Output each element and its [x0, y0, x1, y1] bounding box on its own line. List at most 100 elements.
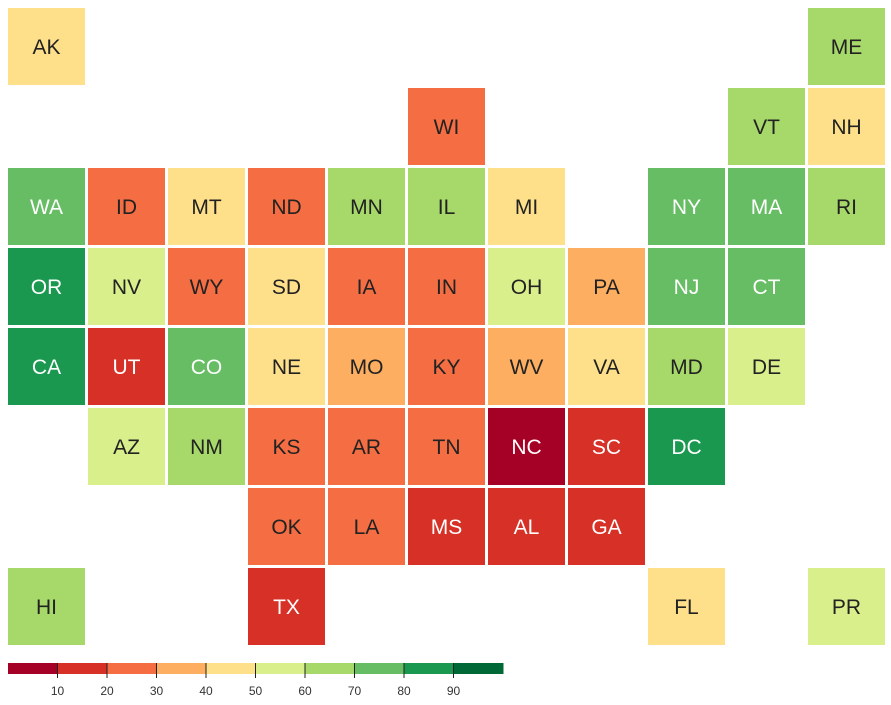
state-label: NY: [672, 196, 701, 219]
state-tile: [168, 248, 245, 325]
state-tile: [8, 568, 85, 645]
state-tile: [408, 168, 485, 245]
state-label: KY: [432, 356, 460, 379]
state-tile: [728, 88, 805, 165]
state-label: WI: [434, 116, 460, 139]
state-label: NJ: [674, 276, 700, 299]
state-tile: [168, 328, 245, 405]
state-label: AZ: [113, 436, 140, 459]
state-label: DE: [752, 356, 781, 379]
state-label: MT: [191, 196, 221, 219]
state-label: CT: [753, 276, 781, 299]
state-tile: [248, 328, 325, 405]
state-label: WV: [510, 356, 544, 379]
legend-swatch: [404, 663, 454, 674]
state-label: DC: [671, 436, 701, 459]
state-label: CO: [191, 356, 223, 379]
state-tile: [248, 168, 325, 245]
state-label: MS: [431, 516, 463, 539]
legend-tick-label: 70: [348, 684, 362, 698]
state-label: OK: [271, 516, 301, 539]
state-label: VT: [753, 116, 780, 139]
state-tile: [328, 248, 405, 325]
legend-tick-label: 90: [447, 684, 461, 698]
state-label: MI: [515, 196, 538, 219]
state-label: KS: [272, 436, 300, 459]
state-tile: [568, 488, 645, 565]
state-label: NE: [272, 356, 301, 379]
state-label: CA: [32, 356, 61, 379]
state-tile: [88, 328, 165, 405]
state-tile: [728, 248, 805, 325]
state-label: PA: [593, 276, 619, 299]
state-tile: [88, 248, 165, 325]
legend-swatch: [156, 663, 207, 674]
state-label: PR: [832, 596, 861, 619]
state-tile: [568, 248, 645, 325]
legend-tick-label: 50: [249, 684, 263, 698]
state-label: WA: [30, 196, 63, 219]
state-tile: [408, 88, 485, 165]
state-label: MD: [670, 356, 703, 379]
state-label: AK: [32, 36, 60, 59]
legend-swatch: [8, 663, 58, 674]
state-label: NC: [511, 436, 541, 459]
state-tile: [328, 488, 405, 565]
state-label: GA: [591, 516, 621, 539]
state-tile: [648, 408, 725, 485]
state-tile: [248, 248, 325, 325]
state-label: ND: [271, 196, 301, 219]
state-label: OH: [511, 276, 543, 299]
state-tile: [168, 408, 245, 485]
state-label: MA: [751, 196, 783, 219]
state-tile: [8, 8, 85, 85]
state-tile: [248, 488, 325, 565]
state-tile: [328, 328, 405, 405]
state-label: UT: [113, 356, 141, 379]
state-label: TN: [433, 436, 461, 459]
state-tile: [808, 8, 885, 85]
state-label: NV: [112, 276, 141, 299]
state-tile: [488, 168, 565, 245]
state-tile: [88, 168, 165, 245]
state-label: NH: [831, 116, 861, 139]
state-tile: [408, 408, 485, 485]
legend-swatch: [354, 663, 405, 674]
state-tile: [488, 248, 565, 325]
legend-tick-label: 10: [51, 684, 65, 698]
state-label: HI: [36, 596, 57, 619]
state-label: IA: [357, 276, 377, 299]
state-tile: [808, 88, 885, 165]
state-tile: [168, 168, 245, 245]
legend-tick-label: 60: [298, 684, 312, 698]
legend-tick-label: 80: [397, 684, 411, 698]
state-tile: [488, 328, 565, 405]
state-label: ID: [116, 196, 137, 219]
state-tile: [648, 248, 725, 325]
state-tile: [8, 328, 85, 405]
legend-tick-label: 30: [150, 684, 164, 698]
state-tile: [248, 408, 325, 485]
legend-swatch: [107, 663, 157, 674]
state-tile: [328, 168, 405, 245]
state-tile: [808, 168, 885, 245]
state-tile: [488, 488, 565, 565]
state-tile: [728, 328, 805, 405]
state-tile: [648, 568, 725, 645]
legend-swatch: [305, 663, 355, 674]
legend-swatch: [206, 663, 256, 674]
state-tile: [488, 408, 565, 485]
state-tile: [408, 248, 485, 325]
state-label: SD: [272, 276, 301, 299]
state-tile: [568, 408, 645, 485]
state-label: AR: [352, 436, 381, 459]
state-tile: [88, 408, 165, 485]
legend-tick-label: 40: [199, 684, 213, 698]
state-label: MO: [350, 356, 384, 379]
state-tile: [328, 408, 405, 485]
state-tile: [8, 168, 85, 245]
legend-swatch: [57, 663, 108, 674]
legend-swatch: [255, 663, 306, 674]
state-tile: [728, 168, 805, 245]
